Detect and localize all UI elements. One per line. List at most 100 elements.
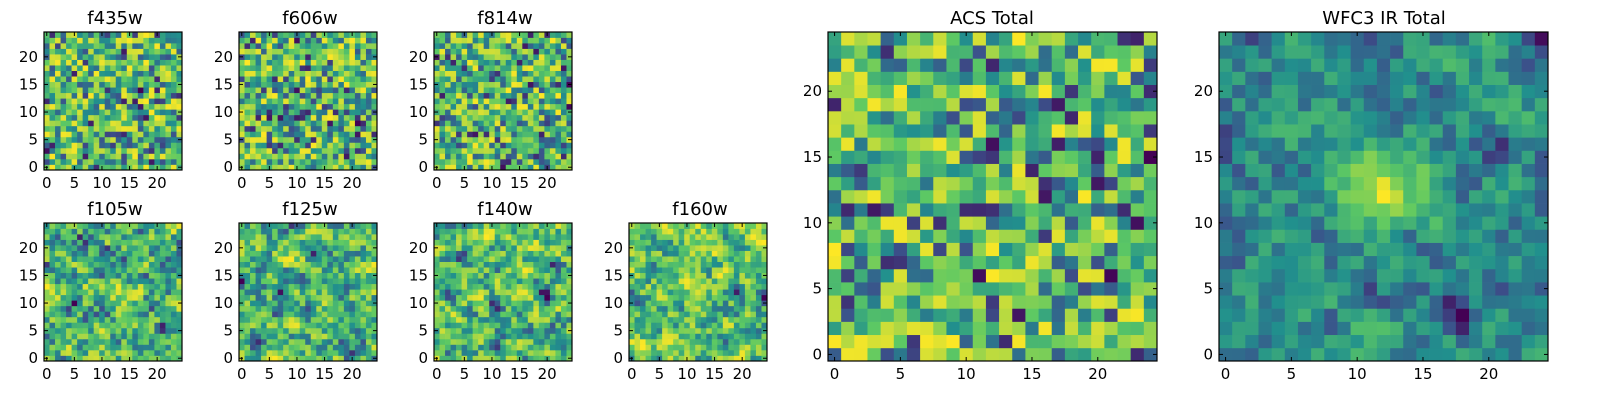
- heatmap-cell: [533, 300, 540, 307]
- heatmap-cell: [349, 59, 356, 66]
- heatmap-cell: [706, 349, 713, 356]
- heatmap-cell: [288, 272, 295, 279]
- heatmap-cell: [354, 142, 361, 149]
- heatmap-cell: [99, 234, 106, 240]
- heatmap-cell: [1091, 347, 1105, 362]
- heatmap-cell: [110, 98, 117, 105]
- heatmap-cell: [277, 98, 284, 105]
- heatmap-cell: [651, 294, 657, 301]
- heatmap-cell: [1091, 176, 1105, 191]
- heatmap-cell: [629, 322, 635, 329]
- heatmap-cell: [88, 261, 95, 268]
- heatmap-cell: [66, 278, 72, 285]
- heatmap-cell: [121, 164, 128, 171]
- heatmap-cell: [77, 48, 83, 55]
- heatmap-cell: [371, 333, 378, 340]
- heatmap-cell: [494, 70, 501, 77]
- heatmap-cell: [933, 203, 947, 217]
- heatmap-cell: [761, 234, 768, 240]
- heatmap-cell: [684, 234, 691, 240]
- heatmap-cell: [439, 109, 446, 116]
- heatmap-cell: [467, 300, 473, 307]
- heatmap-cell: [750, 316, 757, 323]
- heatmap-cell: [544, 349, 551, 356]
- heatmap-cell: [472, 65, 479, 71]
- heatmap-cell: [511, 239, 518, 246]
- heatmap-cell: [316, 103, 323, 110]
- heatmap-cell: [338, 338, 345, 345]
- heatmap-cell: [104, 153, 111, 160]
- heatmap-cell: [494, 153, 501, 160]
- heatmap-cell: [549, 32, 556, 38]
- heatmap-cell: [450, 164, 457, 171]
- heatmap-cell: [170, 125, 177, 132]
- heatmap-cell: [71, 87, 78, 94]
- heatmap-cell: [651, 355, 657, 362]
- heatmap-cell: [99, 267, 106, 274]
- heatmap-cell: [549, 322, 556, 329]
- heatmap-cell: [538, 92, 545, 99]
- heatmap-cell: [566, 294, 573, 301]
- heatmap-cell: [522, 322, 529, 329]
- heatmap-cell: [104, 322, 111, 329]
- heatmap-cell: [695, 305, 702, 312]
- heatmap-cell: [332, 344, 339, 351]
- heatmap-cell: [500, 294, 507, 301]
- heatmap-cell: [88, 267, 95, 274]
- heatmap-cell: [450, 43, 457, 49]
- heatmap-cell: [456, 48, 462, 55]
- heatmap-cell: [266, 234, 273, 240]
- heatmap-cell: [371, 65, 378, 71]
- heatmap-cell: [159, 136, 166, 143]
- axes-frame: [433, 31, 573, 171]
- heatmap-cell: [645, 311, 652, 318]
- heatmap-cell: [717, 316, 724, 323]
- heatmap-cell: [651, 322, 657, 329]
- heatmap-cell: [170, 327, 177, 334]
- heatmap-cell: [365, 305, 372, 312]
- heatmap-cell: [527, 344, 534, 351]
- heatmap-cell: [327, 349, 334, 356]
- heatmap-cell: [555, 278, 562, 285]
- heatmap-cell: [761, 316, 768, 323]
- heatmap-cell: [1117, 242, 1132, 257]
- heatmap-cell: [371, 344, 378, 351]
- heatmap-cell: [538, 349, 545, 356]
- heatmap-cell: [66, 228, 72, 235]
- heatmap-cell: [489, 333, 496, 340]
- heatmap-cell: [972, 163, 987, 178]
- heatmap-cell: [55, 76, 61, 83]
- heatmap-cell: [667, 272, 674, 279]
- heatmap-cell: [154, 300, 161, 307]
- heatmap-cell: [255, 131, 262, 138]
- y-tick-label: 0: [613, 349, 623, 367]
- heatmap-cell: [305, 59, 312, 66]
- heatmap-cell: [456, 250, 462, 257]
- heatmap-cell: [93, 355, 100, 362]
- heatmap-cell: [159, 239, 166, 246]
- heatmap-cell: [673, 300, 680, 307]
- heatmap-cell: [728, 311, 735, 318]
- heatmap-cell: [321, 316, 328, 323]
- heatmap-cell: [154, 87, 161, 94]
- heatmap-cell: [662, 234, 668, 240]
- heatmap-cell: [566, 147, 573, 154]
- heatmap-cell: [555, 311, 562, 318]
- heatmap-cell: [555, 43, 562, 49]
- heatmap-cell: [706, 239, 713, 246]
- heatmap-cell: [343, 120, 350, 127]
- heatmap-cell: [555, 125, 562, 132]
- heatmap-cell: [371, 87, 378, 94]
- heatmap-cell: [489, 344, 496, 351]
- heatmap-cell: [266, 256, 273, 262]
- heatmap-cell: [132, 305, 139, 312]
- heatmap-cell: [283, 114, 290, 121]
- heatmap-cell: [170, 278, 177, 285]
- heatmap-cell: [305, 300, 312, 307]
- heatmap-cell: [555, 316, 562, 323]
- heatmap-cell: [121, 70, 128, 77]
- heatmap-cell: [445, 250, 451, 257]
- heatmap-cell: [527, 70, 534, 77]
- heatmap-cell: [239, 125, 245, 132]
- heatmap-cell: [445, 272, 451, 279]
